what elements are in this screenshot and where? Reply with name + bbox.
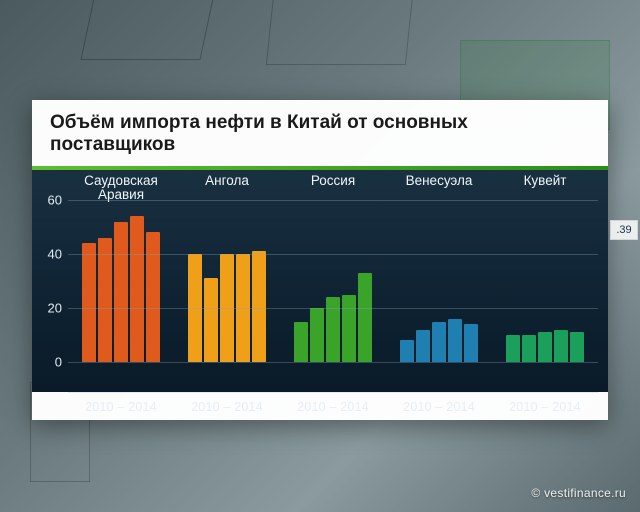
bar [98, 238, 112, 362]
bars [496, 200, 594, 362]
group-label: Венесуэла [386, 174, 492, 188]
bar [146, 232, 160, 362]
bar [554, 330, 568, 362]
bar-group: Ангола [174, 200, 280, 362]
gridline [68, 200, 598, 201]
bar-group: Россия [280, 200, 386, 362]
y-tick: 0 [55, 355, 62, 370]
plot: Саудовская АравияАнголаРоссияВенесуэлаКу… [68, 172, 598, 392]
bar [570, 332, 584, 362]
bar [310, 308, 324, 362]
bar-group: Саудовская Аравия [68, 200, 174, 362]
x-range-label: 2010 – 2014 [386, 393, 492, 420]
bars [178, 200, 276, 362]
bar [464, 324, 478, 362]
chart-area: 0 20 40 60 Саудовская АравияАнголаРоссияВен… [32, 166, 608, 392]
bars [284, 200, 382, 362]
bar [342, 295, 356, 363]
bar-group: Кувейт [492, 200, 598, 362]
x-range-label: 2010 – 2014 [492, 393, 598, 420]
accent-stripe [32, 166, 608, 170]
y-tick: 20 [48, 301, 62, 316]
y-tick: 40 [48, 247, 62, 262]
group-label: Россия [280, 174, 386, 188]
bar [82, 243, 96, 362]
bar [326, 297, 340, 362]
bar [416, 330, 430, 362]
plot-inner: Саудовская АравияАнголаРоссияВенесуэлаКу… [68, 200, 598, 362]
x-range-label: 2010 – 2014 [280, 393, 386, 420]
y-axis: 0 20 40 60 [32, 166, 68, 392]
group-label: Кувейт [492, 174, 598, 188]
bar [204, 278, 218, 362]
bar [506, 335, 520, 362]
bar [538, 332, 552, 362]
bar [432, 322, 446, 363]
bar-groups: Саудовская АравияАнголаРоссияВенесуэлаКу… [68, 200, 598, 362]
x-axis: 2010 – 20142010 – 20142010 – 20142010 – … [68, 392, 598, 420]
bar [252, 251, 266, 362]
side-badge: .39 [610, 220, 638, 240]
group-label: Саудовская Аравия [68, 174, 174, 202]
bar [400, 340, 414, 362]
chart-title: Объём импорта нефти в Китай от основных … [32, 100, 608, 166]
y-tick: 60 [48, 193, 62, 208]
group-label: Ангола [174, 174, 280, 188]
gridline [68, 308, 598, 309]
gridline [68, 254, 598, 255]
x-range-label: 2010 – 2014 [174, 393, 280, 420]
bar-group: Венесуэла [386, 200, 492, 362]
bar [522, 335, 536, 362]
bar [448, 319, 462, 362]
bar [114, 222, 128, 362]
watermark: © vestifinance.ru [531, 486, 626, 500]
bar [358, 273, 372, 362]
bars [72, 200, 170, 362]
bar [294, 322, 308, 363]
bar [130, 216, 144, 362]
x-range-label: 2010 – 2014 [68, 393, 174, 420]
bars [390, 200, 488, 362]
gridline [68, 362, 598, 363]
chart-panel: Объём импорта нефти в Китай от основных … [32, 100, 608, 420]
